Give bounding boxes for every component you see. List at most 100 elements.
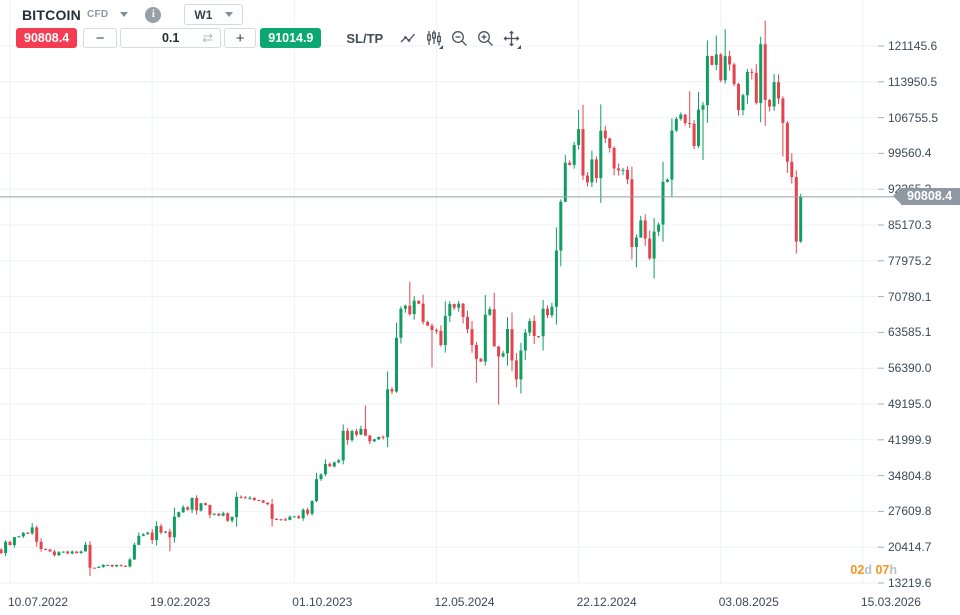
current-price-value: 90808.4 [907, 189, 953, 204]
candle [732, 62, 736, 87]
candle [270, 499, 274, 527]
candle [799, 193, 803, 243]
candle [510, 312, 514, 372]
countdown-hours: 07 [875, 563, 890, 577]
candle [470, 321, 474, 353]
candle [17, 535, 21, 538]
candle [581, 104, 585, 181]
candle [115, 564, 119, 568]
candle [781, 96, 785, 157]
refresh-icon[interactable]: ⇄ [202, 30, 214, 45]
candle [670, 118, 674, 198]
price-axis-label: 113950.5 [888, 74, 938, 89]
candle [26, 531, 30, 534]
candle [568, 160, 572, 166]
candle [248, 496, 252, 500]
candle [159, 523, 163, 535]
candle [30, 523, 34, 535]
candle [190, 497, 194, 514]
info-icon[interactable]: i [145, 6, 162, 23]
candle [737, 82, 740, 116]
countdown-hours-unit: h [889, 563, 897, 577]
countdown-days: 02 [850, 563, 865, 577]
line-chart-icon[interactable] [399, 30, 416, 47]
candle [39, 538, 43, 552]
candle [768, 98, 772, 112]
candle [759, 36, 763, 123]
candle [363, 405, 367, 436]
candle [146, 531, 150, 535]
candle [705, 40, 709, 123]
candle [728, 50, 732, 71]
candle [741, 93, 745, 116]
candle [599, 104, 603, 203]
candle [61, 551, 65, 553]
candle [310, 500, 314, 516]
candle [586, 172, 589, 187]
candle [483, 295, 487, 366]
candle [110, 564, 114, 568]
candle [537, 335, 541, 338]
candle [208, 504, 212, 519]
candle [621, 167, 625, 176]
chart-toolbar [399, 30, 522, 49]
candle [674, 117, 678, 133]
candle [506, 317, 509, 366]
candle [528, 318, 532, 336]
sltp-button[interactable]: SL/TP [346, 30, 384, 46]
candle [315, 472, 318, 503]
candle [177, 511, 181, 518]
candle [217, 513, 221, 516]
candle [577, 109, 581, 150]
candle [661, 161, 665, 242]
candle [297, 515, 301, 519]
candle [639, 215, 643, 238]
candle [665, 178, 669, 183]
price-axis-label: 77975.2 [888, 253, 932, 268]
chart-settings-icon[interactable] [425, 30, 444, 49]
expiry-countdown: 02d 07h [850, 563, 897, 577]
timeframe-select[interactable]: W1 [184, 4, 244, 25]
candle [683, 113, 687, 126]
candle [204, 502, 207, 506]
candle [381, 435, 385, 440]
chevron-down-icon[interactable] [120, 12, 129, 17]
volume-input[interactable]: 0.1 ⇄ [120, 28, 222, 48]
candle [12, 537, 16, 548]
candle [519, 342, 523, 394]
candle [754, 64, 758, 105]
zoom-in-icon[interactable] [477, 30, 494, 47]
candle [572, 141, 576, 169]
candle [563, 154, 567, 203]
candle [75, 551, 79, 554]
candle [106, 564, 110, 566]
candle [452, 303, 456, 310]
candle [97, 566, 101, 569]
candle [421, 294, 425, 325]
sell-button[interactable]: 90808.4 [16, 28, 78, 48]
candle [128, 557, 132, 568]
candle [417, 300, 421, 305]
price-axis-label: 121145.6 [888, 39, 938, 53]
candle [612, 146, 616, 176]
candle [137, 532, 141, 546]
candle [403, 304, 407, 313]
instrument-type-label: CFD [86, 9, 109, 20]
zoom-out-icon[interactable] [451, 30, 468, 47]
candle [301, 508, 305, 521]
volume-value: 0.1 [161, 31, 180, 45]
candle [501, 350, 505, 358]
candle [412, 296, 416, 320]
candle [439, 325, 443, 347]
buy-button[interactable]: 91014.9 [260, 28, 322, 48]
price-axis-label: 70780.1 [888, 289, 932, 304]
volume-increase-button[interactable]: + [224, 28, 257, 48]
volume-decrease-button[interactable]: − [83, 28, 118, 48]
candle [532, 315, 536, 344]
candle [541, 300, 545, 351]
candle [155, 521, 159, 546]
candle [710, 55, 714, 66]
crosshair-move-icon[interactable] [503, 30, 522, 49]
candle [79, 550, 83, 554]
